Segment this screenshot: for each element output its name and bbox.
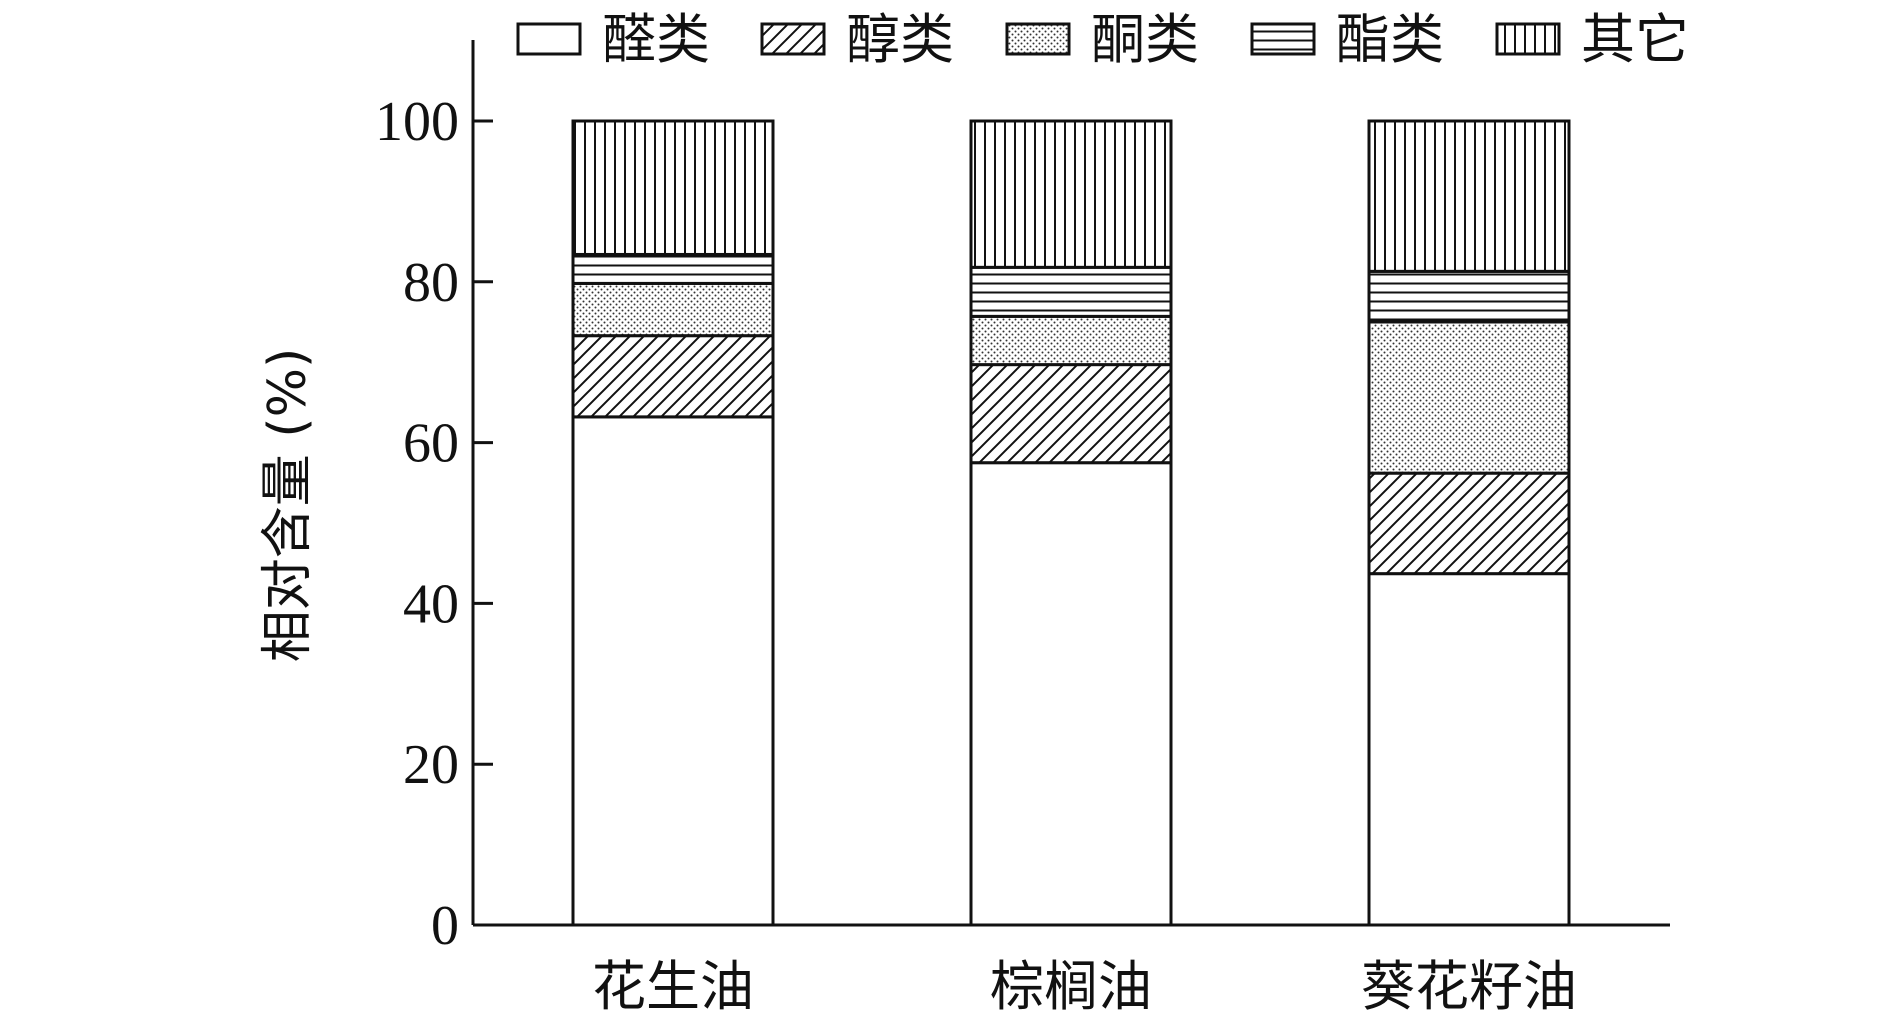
x-axis-labels: 花生油 棕榈油 葵花籽油 <box>592 955 1577 1014</box>
y-tick-label-80: 80 <box>403 252 459 314</box>
legend-swatch-醛类 <box>516 22 582 56</box>
bar-segment-花生油-醇类 <box>571 334 775 419</box>
legend: 醛类 醇类 酮类 酯类 其它 <box>516 8 1689 71</box>
y-axis-ticks: 0 20 40 60 80 100 <box>375 91 493 957</box>
legend-swatch-酮类 <box>1005 22 1071 56</box>
y-tick-label-100: 100 <box>375 91 459 153</box>
bar-segment-葵花籽油-其它 <box>1367 119 1571 273</box>
bar-segment-花生油-其它 <box>571 119 775 256</box>
bar-segment-棕榈油-醇类 <box>969 363 1173 465</box>
y-tick-label-0: 0 <box>431 895 459 957</box>
y-tick-label-40: 40 <box>403 573 459 635</box>
bar-segment-棕榈油-醛类 <box>969 461 1173 927</box>
legend-label-醛类: 醛类 <box>602 8 710 71</box>
bar-segment-棕榈油-酮类 <box>969 314 1173 367</box>
y-tick-label-60: 60 <box>403 413 459 475</box>
bar-segment-棕榈油-其它 <box>969 119 1173 269</box>
legend-label-酮类: 酮类 <box>1091 8 1199 71</box>
bar-segment-花生油-酮类 <box>571 281 775 338</box>
legend-label-醇类: 醇类 <box>846 8 954 71</box>
bar-segment-葵花籽油-酮类 <box>1367 320 1571 475</box>
legend-swatch-酯类 <box>1250 22 1316 56</box>
bars <box>571 119 1571 927</box>
y-axis-title: 相对含量 (%) <box>258 348 318 663</box>
x-tick-label-花生油: 花生油 <box>592 955 754 1014</box>
bar-segment-葵花籽油-酯类 <box>1367 269 1571 324</box>
bar-segment-葵花籽油-醛类 <box>1367 572 1571 927</box>
x-tick-label-棕榈油: 棕榈油 <box>990 955 1152 1014</box>
legend-label-其它: 其它 <box>1581 8 1689 71</box>
legend-swatch-醇类 <box>760 22 826 56</box>
bar-segment-葵花籽油-醇类 <box>1367 471 1571 576</box>
bar-segment-棕榈油-酯类 <box>969 265 1173 318</box>
bar-segment-花生油-酯类 <box>571 252 775 285</box>
legend-label-酯类: 酯类 <box>1336 8 1444 71</box>
y-tick-label-20: 20 <box>403 734 459 796</box>
legend-swatch-其它 <box>1495 22 1561 56</box>
bar-segment-花生油-醛类 <box>571 415 775 927</box>
x-tick-label-葵花籽油: 葵花籽油 <box>1361 955 1577 1014</box>
